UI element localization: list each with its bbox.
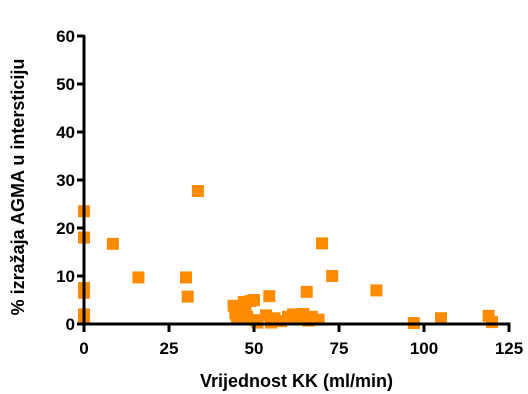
data-point (248, 294, 260, 306)
data-point (326, 270, 339, 282)
data-point (191, 185, 204, 198)
data-points (78, 185, 498, 330)
y-tick-label: 40 (56, 123, 75, 142)
y-tick-label: 60 (56, 27, 75, 46)
x-tick-label: 0 (79, 339, 88, 358)
x-tick-label: 50 (245, 339, 264, 358)
x-tick-label: 125 (495, 339, 523, 358)
x-tick-label: 75 (330, 339, 349, 358)
data-point (300, 285, 313, 298)
data-point (316, 237, 328, 250)
data-point (106, 237, 119, 250)
x-axis-ticks: 0 25 50 75 100 125 (79, 324, 523, 358)
data-point (132, 271, 145, 284)
x-tick-label: 25 (160, 339, 179, 358)
x-tick-label: 100 (410, 339, 438, 358)
data-point (486, 316, 498, 329)
y-axis-title: % izražaja AGMA u intersticiju (8, 59, 28, 316)
y-tick-label: 10 (56, 267, 75, 286)
data-point (435, 312, 447, 325)
data-point (180, 271, 192, 284)
y-tick-label: 50 (56, 75, 75, 94)
x-axis-title: Vrijednost KK (ml/min) (200, 371, 393, 391)
y-tick-label: 20 (56, 219, 75, 238)
data-point (181, 290, 194, 303)
y-tick-label: 30 (56, 171, 75, 190)
y-tick-label: 0 (66, 315, 75, 334)
data-point (263, 290, 276, 303)
data-point (370, 284, 383, 297)
y-axis-ticks: 0 10 20 30 40 50 60 (56, 27, 84, 334)
